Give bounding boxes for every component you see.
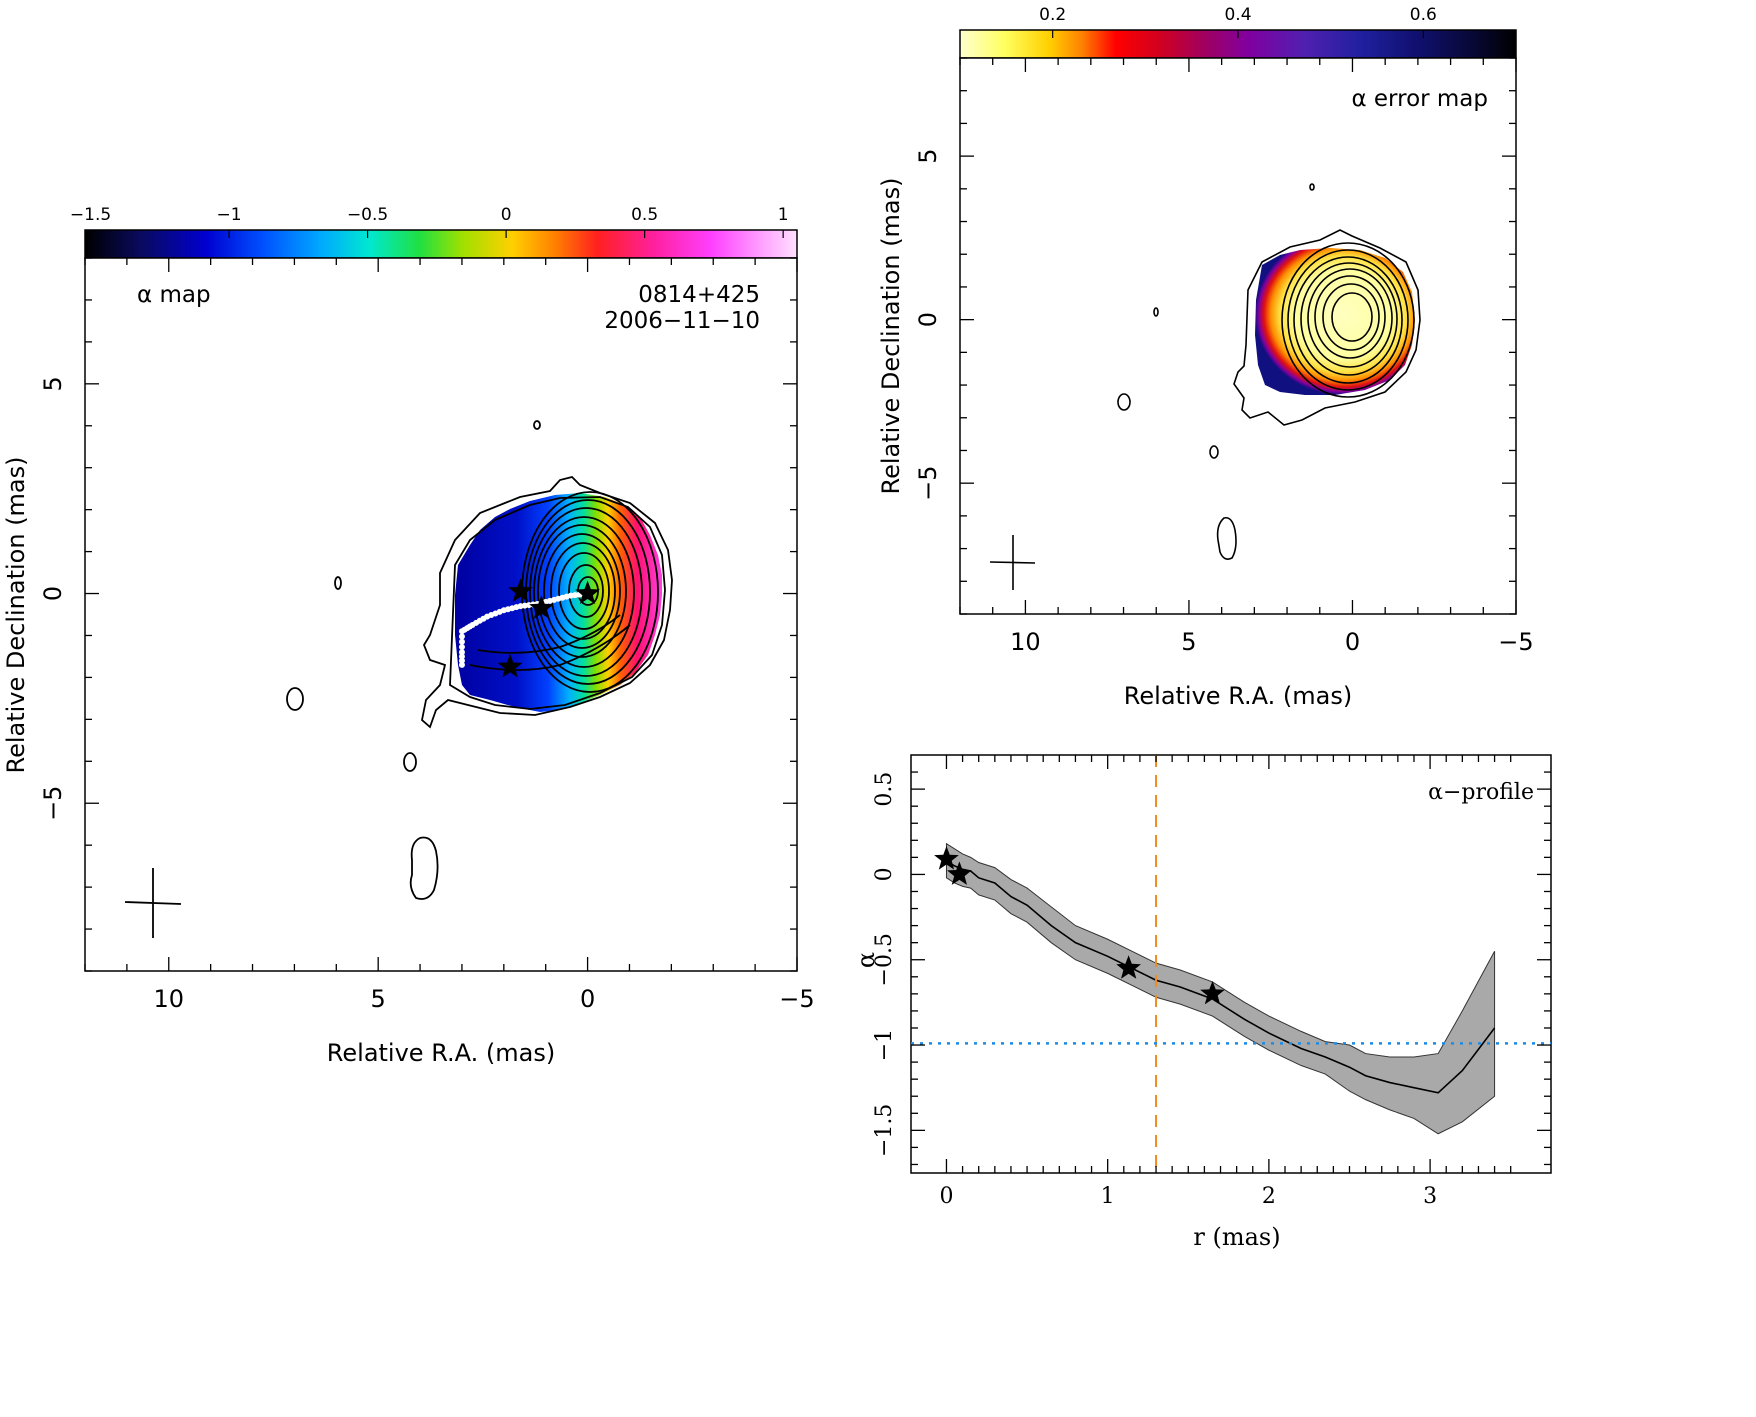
component-star [529, 595, 554, 619]
ridge-point [458, 657, 465, 664]
error-contours [1117, 183, 1421, 560]
alpha-cbar-label: −0.5 [347, 205, 388, 225]
profile-star [1116, 955, 1141, 979]
profile-xtick-label: 0 [939, 1184, 953, 1209]
error-ytick-label: 0 [914, 312, 942, 327]
error-map-title: α error map [1351, 86, 1488, 112]
alpha-cbar-label: 1 [778, 205, 789, 225]
alpha-component-stars [497, 578, 600, 678]
alpha-ytick-label: 5 [39, 376, 67, 391]
profile-ytick-label: −1.5 [872, 1104, 897, 1157]
alpha-plot-frame [84, 257, 798, 972]
ridge-point [458, 628, 465, 635]
error-beam [989, 535, 1036, 590]
ridge-point [458, 653, 465, 660]
alpha-xtick-label: 0 [580, 985, 595, 1013]
component-star [575, 580, 600, 604]
error-xtick-label: 0 [1345, 628, 1360, 656]
error-cbar-label: 0.4 [1224, 5, 1251, 25]
error-map-panel: 0.2 0.4 0.6 10 5 0 −5 5 0 −5 α error map Relativ… [877, 5, 1534, 710]
error-xlabel: Relative R.A. (mas) [1124, 682, 1352, 710]
alpha-source-name: 0814+425 [638, 282, 760, 308]
profile-star [947, 861, 972, 885]
alpha-beam [124, 868, 182, 938]
error-ylabel: Relative Declination (mas) [877, 177, 905, 494]
profile-title: α−profile [1428, 780, 1534, 805]
profile-xtick-label: 2 [1262, 1184, 1276, 1209]
error-colorbar: 0.2 0.4 0.6 [959, 5, 1517, 59]
ridge-point [458, 661, 465, 668]
component-star [497, 653, 523, 678]
alpha-colorbar: −1.5 −1 −0.5 0 0.5 1 [70, 205, 798, 259]
alpha-xtick-label: 5 [371, 985, 386, 1013]
profile-xtick-label: 3 [1423, 1184, 1437, 1209]
error-xtick-label: 10 [1010, 628, 1041, 656]
profile-error-band [945, 842, 1496, 1135]
alpha-xlabel: Relative R.A. (mas) [327, 1039, 555, 1067]
profile-component-stars [934, 846, 1225, 1005]
profile-ytick-label: −0.5 [872, 933, 897, 986]
profile-ytick-label: 0 [872, 867, 897, 881]
alpha-map-panel: −1.5 −1 −0.5 0 0.5 1 [2, 205, 815, 1067]
profile-ytick-label: −1 [872, 1029, 897, 1061]
profile-star [1200, 980, 1225, 1005]
profile-star [934, 846, 959, 870]
ridge-point [458, 649, 465, 656]
alpha-ytick-label: 0 [39, 586, 67, 601]
error-cbar-label: 0.6 [1410, 5, 1437, 25]
error-plot-frame [959, 57, 1517, 615]
component-star [508, 578, 533, 602]
alpha-ylabel: Relative Declination (mas) [2, 456, 30, 773]
ridge-point [458, 638, 465, 645]
profile-xtick-label: 1 [1101, 1184, 1115, 1209]
error-ytick-label: 5 [914, 148, 942, 163]
profile-alpha-line [946, 860, 1496, 1094]
alpha-map-title: α map [137, 282, 211, 308]
profile-ylabel: α [856, 952, 880, 968]
alpha-date: 2006−11−10 [604, 308, 760, 334]
profile-ytick-label: 0.5 [872, 772, 897, 807]
alpha-ytick-label: −5 [39, 786, 67, 821]
error-cbar-label: 0.2 [1039, 5, 1066, 25]
error-ytick-label: −5 [914, 465, 942, 500]
ridge-point [458, 644, 465, 651]
alpha-profile-panel: 0 1 2 3 0.5 0 −0.5 −1 −1.5 α−profile r (mas) α [856, 754, 1552, 1251]
ridge-point [458, 633, 465, 640]
alpha-xtick-label: 10 [153, 985, 184, 1013]
alpha-cbar-label: 0 [501, 205, 512, 225]
profile-xlabel: r (mas) [1193, 1223, 1280, 1251]
alpha-cbar-label: −1 [217, 205, 242, 225]
alpha-cbar-label: −1.5 [70, 205, 111, 225]
error-xtick-label: 5 [1181, 628, 1196, 656]
alpha-xtick-label: −5 [779, 985, 814, 1013]
error-xtick-label: −5 [1498, 628, 1533, 656]
alpha-cbar-label: 0.5 [631, 205, 658, 225]
